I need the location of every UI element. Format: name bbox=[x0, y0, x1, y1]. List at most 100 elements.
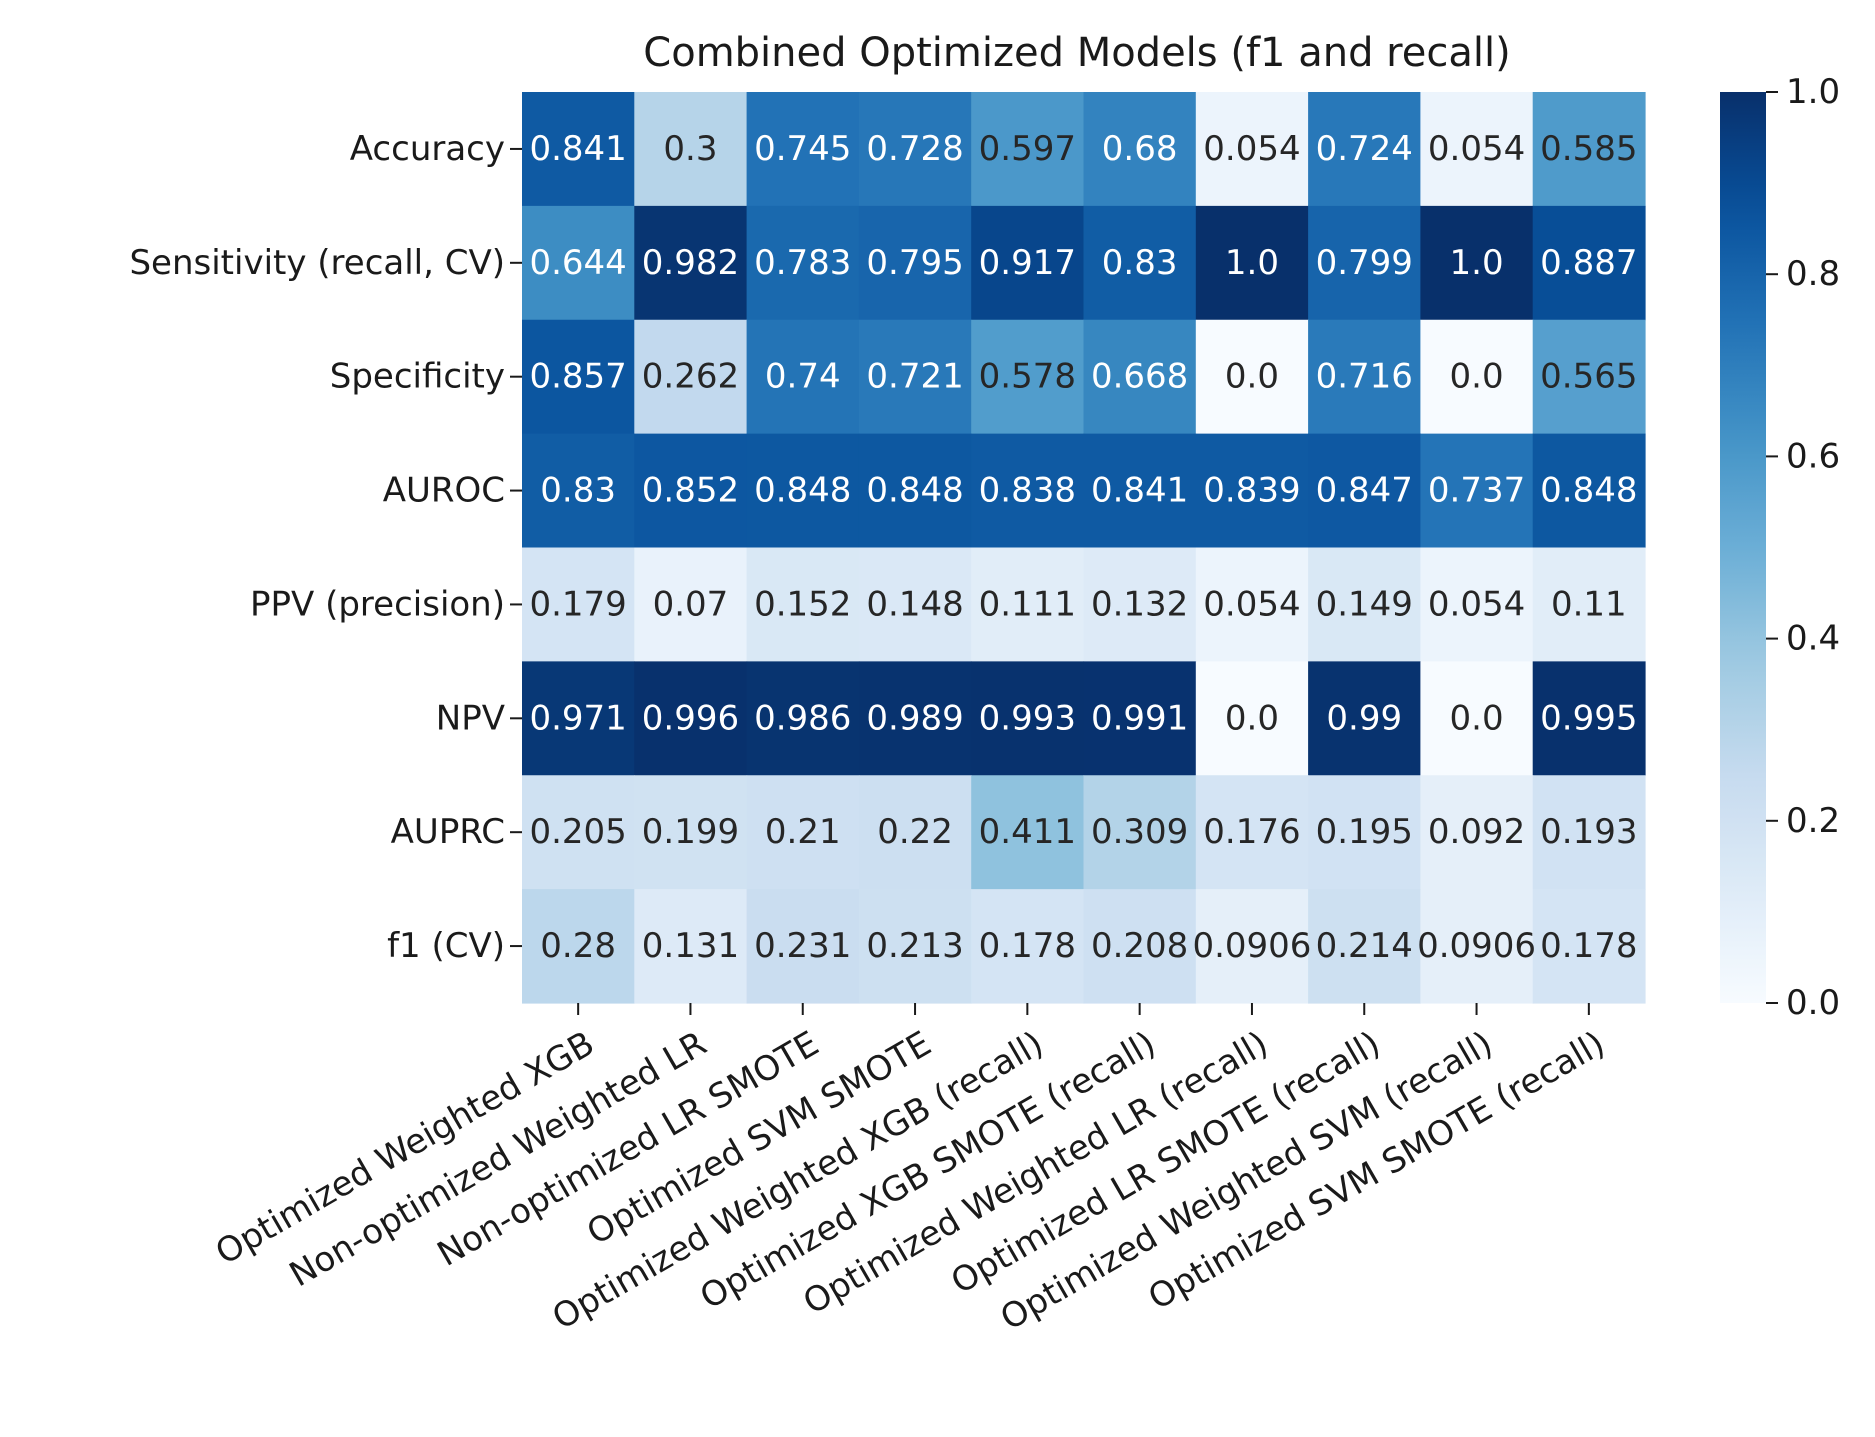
cell-value-label: 0.989 bbox=[866, 698, 963, 738]
cell-value-label: 0.0 bbox=[1450, 698, 1504, 738]
heatmap-cell bbox=[522, 205, 635, 321]
cell-value-label: 0.799 bbox=[1316, 243, 1413, 283]
cell-value-label: 0.982 bbox=[642, 243, 739, 283]
cell-value-label: 0.0 bbox=[1225, 698, 1279, 738]
heatmap-cell bbox=[522, 661, 635, 776]
heatmap-cell bbox=[634, 92, 748, 207]
heatmap-cell bbox=[858, 319, 972, 435]
heatmap-cell bbox=[1420, 319, 1534, 435]
cell-value-label: 0.783 bbox=[754, 243, 851, 283]
cell-value-label: 0.111 bbox=[979, 584, 1076, 624]
heatmap-cell bbox=[746, 775, 860, 890]
cell-value-label: 0.149 bbox=[1316, 584, 1413, 624]
heatmap-cell bbox=[858, 889, 972, 1004]
heatmap-cell bbox=[746, 205, 860, 321]
heatmap-cell bbox=[746, 661, 860, 776]
cell-value-label: 0.131 bbox=[642, 926, 739, 966]
cell-value-label: 0.054 bbox=[1203, 129, 1300, 169]
cell-value-label: 0.3 bbox=[663, 129, 717, 169]
heatmap-cell bbox=[522, 319, 635, 435]
heatmap-cell bbox=[971, 775, 1085, 890]
cell-value-label: 0.148 bbox=[866, 584, 963, 624]
cell-value-label: 0.857 bbox=[529, 357, 626, 397]
heatmap-cell bbox=[634, 775, 748, 890]
heatmap-cell bbox=[1420, 205, 1534, 321]
heatmap-cell bbox=[1532, 547, 1646, 662]
colorbar: 0.0 0.2 0.4 0.6 0.8 1.0 bbox=[1720, 72, 1840, 1023]
cell-value-label: 0.83 bbox=[1102, 243, 1178, 283]
cell-value-label: 0.848 bbox=[1540, 471, 1637, 511]
heatmap-cell bbox=[634, 889, 748, 1004]
cell-value-label: 0.745 bbox=[754, 129, 851, 169]
cell-value-label: 0.795 bbox=[866, 243, 963, 283]
heatmap-cell bbox=[1308, 205, 1421, 321]
heatmap-cell bbox=[634, 547, 748, 662]
cell-value-label: 0.0906 bbox=[1192, 926, 1311, 966]
heatmap-cell bbox=[746, 433, 860, 549]
row-label: PPV (precision) bbox=[250, 584, 505, 624]
cell-value-label: 0.644 bbox=[529, 243, 626, 283]
heatmap-cell bbox=[522, 547, 635, 662]
heatmap-cell bbox=[1420, 433, 1534, 549]
cell-value-label: 0.178 bbox=[1540, 926, 1637, 966]
cell-value-label: 0.199 bbox=[642, 812, 739, 852]
colorbar-tick-label: 0.6 bbox=[1786, 436, 1840, 476]
heatmap-cell bbox=[1532, 319, 1646, 435]
row-label: Specificity bbox=[330, 357, 505, 397]
heatmap-cell bbox=[1532, 889, 1646, 1004]
heatmap-cell bbox=[971, 889, 1085, 1004]
cell-value-label: 0.887 bbox=[1540, 243, 1637, 283]
cell-value-label: 0.578 bbox=[979, 357, 1076, 397]
cell-value-label: 0.991 bbox=[1091, 698, 1188, 738]
heatmap-cell bbox=[1420, 889, 1534, 1004]
cell-value-label: 0.178 bbox=[979, 926, 1076, 966]
heatmap-cell bbox=[1195, 547, 1309, 662]
heatmap-cell bbox=[971, 547, 1085, 662]
cell-value-label: 0.99 bbox=[1326, 698, 1402, 738]
cell-value-label: 0.993 bbox=[979, 698, 1076, 738]
row-label: Sensitivity (recall, CV) bbox=[129, 243, 505, 283]
cell-value-label: 0.996 bbox=[642, 698, 739, 738]
cell-value-label: 0.0 bbox=[1450, 357, 1504, 397]
heatmap-cell bbox=[522, 889, 635, 1004]
heatmap-cell bbox=[858, 92, 972, 207]
heatmap-cell bbox=[1308, 889, 1421, 1004]
heatmap-cell bbox=[1195, 205, 1309, 321]
cell-value-label: 1.0 bbox=[1450, 243, 1504, 283]
heatmap-cell bbox=[1195, 661, 1309, 776]
cell-value-label: 0.213 bbox=[866, 926, 963, 966]
cell-value-label: 0.179 bbox=[529, 584, 626, 624]
cell-value-label: 0.721 bbox=[866, 357, 963, 397]
heatmap-cell bbox=[634, 661, 748, 776]
cell-value-label: 0.728 bbox=[866, 129, 963, 169]
heatmap-cell bbox=[1420, 661, 1534, 776]
cell-annotations: 0.841 0.3 0.745 0.728 0.597 0.68 0.054 0.724 0.0… bbox=[529, 129, 1637, 966]
cell-value-label: 0.07 bbox=[653, 584, 729, 624]
heatmap-cell bbox=[1532, 661, 1646, 776]
cell-value-label: 0.195 bbox=[1316, 812, 1413, 852]
heatmap-cell bbox=[971, 661, 1085, 776]
cell-value-label: 0.838 bbox=[979, 471, 1076, 511]
heatmap-cell bbox=[1083, 889, 1197, 1004]
heatmap-cells bbox=[522, 92, 1646, 1004]
heatmap-cell bbox=[522, 92, 635, 207]
colorbar-gradient bbox=[1720, 92, 1766, 1003]
cell-value-label: 0.74 bbox=[765, 357, 841, 397]
cell-value-label: 0.917 bbox=[979, 243, 1076, 283]
heatmap-cell bbox=[634, 205, 748, 321]
cell-value-label: 0.852 bbox=[642, 471, 739, 511]
heatmap-cell bbox=[971, 433, 1085, 549]
cell-value-label: 0.0 bbox=[1225, 357, 1279, 397]
cell-value-label: 0.668 bbox=[1091, 357, 1188, 397]
heatmap-cell bbox=[634, 319, 748, 435]
heatmap-cell bbox=[1532, 205, 1646, 321]
cell-value-label: 0.565 bbox=[1540, 357, 1637, 397]
cell-value-label: 0.847 bbox=[1316, 471, 1413, 511]
cell-value-label: 0.724 bbox=[1316, 129, 1413, 169]
heatmap-cell bbox=[1083, 433, 1197, 549]
heatmap-cell bbox=[522, 433, 635, 549]
heatmap-cell bbox=[1532, 775, 1646, 890]
row-labels: Accuracy Sensitivity (recall, CV) Specific… bbox=[129, 129, 522, 966]
cell-value-label: 0.22 bbox=[877, 812, 953, 852]
cell-value-label: 0.132 bbox=[1091, 584, 1188, 624]
